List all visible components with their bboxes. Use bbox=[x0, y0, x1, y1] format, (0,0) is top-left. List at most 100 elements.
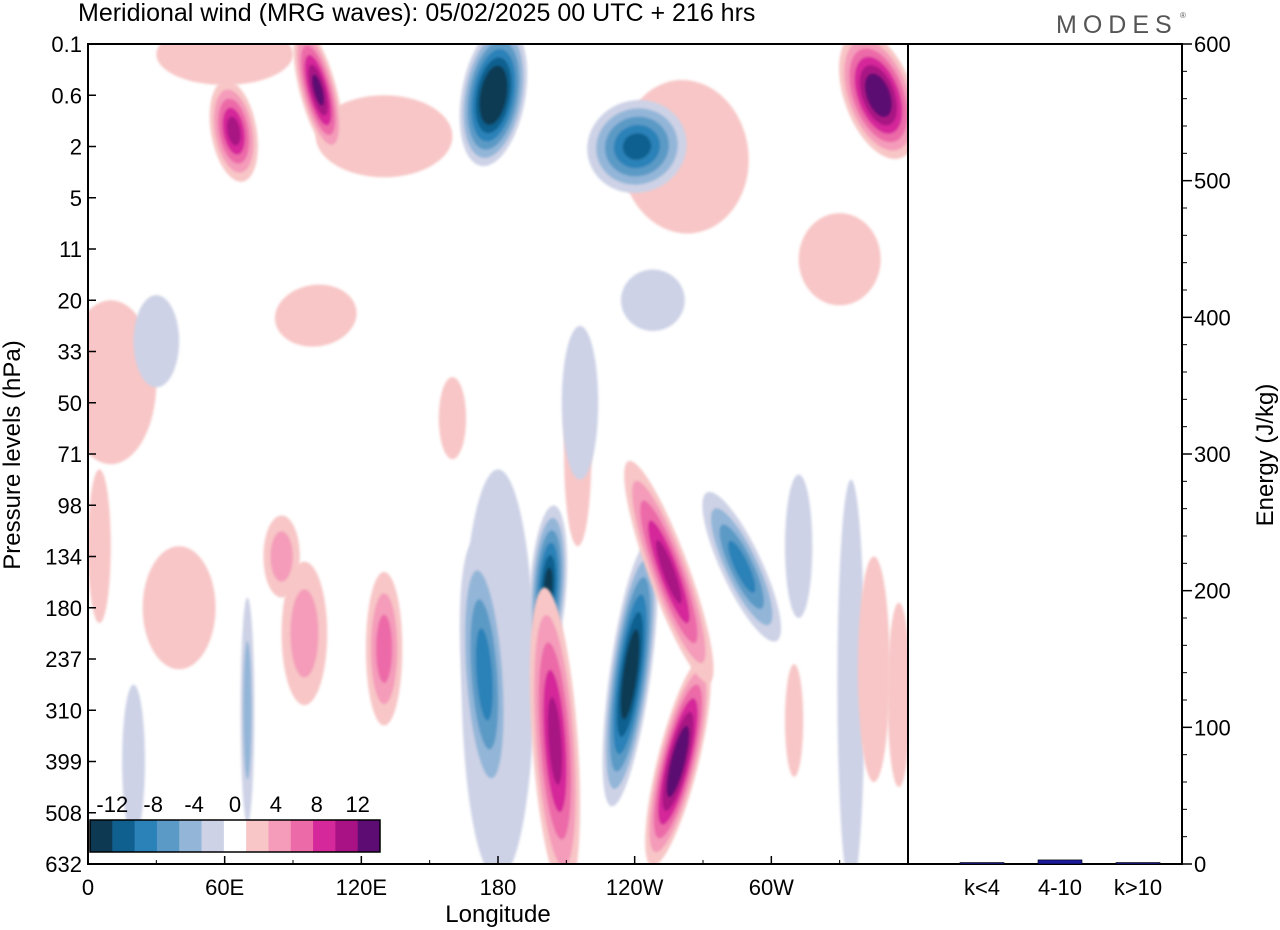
contour-feature bbox=[209, 80, 258, 182]
x-axis-title: Longitude bbox=[445, 901, 550, 928]
contour-feature bbox=[529, 587, 581, 864]
energy-axis-title: Energy (J/kg) bbox=[1252, 384, 1279, 527]
background-contour bbox=[621, 269, 685, 331]
colorbar: -12 -8 -4 0 4 8 12 bbox=[89, 792, 381, 853]
contour-band bbox=[837, 479, 865, 864]
background-contour bbox=[240, 597, 255, 823]
contour-band bbox=[487, 82, 500, 109]
background-contour bbox=[785, 474, 813, 618]
heatmap-contours bbox=[88, 44, 908, 864]
pressure-tick-label: 0.1 bbox=[51, 32, 82, 57]
colorbar-swatch bbox=[201, 820, 225, 852]
pressure-tick-label: 11 bbox=[59, 237, 82, 262]
pressure-tick-label: 50 bbox=[58, 391, 82, 416]
colorbar-swatch bbox=[90, 820, 113, 852]
background-contour bbox=[122, 684, 145, 839]
background-contour bbox=[156, 44, 293, 85]
energy-tick-label: 0 bbox=[1194, 852, 1206, 877]
energy-category-label: k<4 bbox=[964, 875, 1000, 900]
contour-band bbox=[622, 133, 652, 160]
contour-band bbox=[547, 697, 563, 785]
contour-band bbox=[621, 269, 685, 331]
contour-feature bbox=[602, 542, 658, 807]
background-contour bbox=[142, 546, 216, 670]
background-contour bbox=[438, 377, 467, 460]
pressure-tick-label: 399 bbox=[45, 750, 82, 775]
pressure-tick-label: 20 bbox=[58, 288, 82, 313]
longitude-tick-label: 0 bbox=[82, 875, 94, 900]
pressure-tick-label: 310 bbox=[45, 698, 82, 723]
energy-tick-label: 500 bbox=[1194, 169, 1231, 194]
colorbar-label: -4 bbox=[184, 792, 204, 817]
pressure-tick-label: 98 bbox=[58, 493, 82, 518]
contour-band bbox=[438, 377, 467, 460]
colorbar-swatch bbox=[134, 820, 158, 852]
pressure-tick-label: 180 bbox=[45, 596, 82, 621]
contour-band bbox=[376, 614, 393, 683]
logo-text: MODES bbox=[1056, 11, 1178, 39]
contour-band bbox=[624, 646, 636, 703]
colorbar-swatch bbox=[179, 820, 203, 852]
contour-band bbox=[671, 739, 685, 784]
contour-feature bbox=[624, 460, 714, 683]
background-contour bbox=[837, 479, 865, 864]
contour-band bbox=[728, 540, 756, 593]
colorbar-label: 8 bbox=[311, 792, 323, 817]
contour-band bbox=[857, 556, 890, 782]
contour-band bbox=[274, 284, 357, 347]
contour-band bbox=[156, 44, 293, 85]
contour-band bbox=[656, 540, 682, 604]
colorbar-label: 4 bbox=[270, 792, 282, 817]
contour-band bbox=[290, 589, 319, 678]
pressure-tick-label: 0.6 bbox=[51, 83, 82, 108]
heatmap-panel: 0.1 0.6 2 5 11 20 33 50 71 98 134 180 237 310 399 508 63… bbox=[0, 32, 909, 928]
energy-bar bbox=[959, 862, 1005, 865]
pressure-axis: 0.1 0.6 2 5 11 20 33 50 71 98 134 180 237 310 399 508 63… bbox=[45, 32, 96, 877]
longitude-tick-label: 120E bbox=[336, 875, 387, 900]
modes-logo: MODES ® bbox=[1056, 11, 1186, 39]
background-contour bbox=[365, 571, 403, 726]
contour-band bbox=[226, 116, 241, 146]
colorbar-swatch bbox=[223, 820, 247, 852]
colorbar-swatch bbox=[112, 820, 136, 852]
energy-tick-label: 600 bbox=[1194, 32, 1231, 57]
contour-band bbox=[133, 295, 180, 388]
contour-band bbox=[122, 684, 145, 839]
energy-tick-label: 200 bbox=[1194, 579, 1231, 604]
longitude-tick-label: 60E bbox=[205, 875, 244, 900]
background-contour bbox=[263, 515, 300, 598]
contour-band bbox=[561, 325, 599, 480]
background-contour bbox=[88, 469, 111, 624]
background-contour bbox=[315, 95, 453, 178]
pressure-tick-label: 71 bbox=[58, 442, 82, 467]
colorbar-label: -12 bbox=[96, 792, 128, 817]
y-axis-title: Pressure levels (hPa) bbox=[0, 340, 26, 569]
colorbar-swatch bbox=[335, 820, 359, 852]
energy-frame bbox=[907, 43, 1183, 865]
background-contour bbox=[561, 325, 599, 480]
contour-feature bbox=[645, 656, 711, 864]
pressure-tick-label: 2 bbox=[70, 135, 82, 160]
contour-band bbox=[887, 602, 908, 788]
contour-feature bbox=[587, 99, 687, 194]
contour-band bbox=[243, 640, 252, 780]
longitude-axis: 0 60E 120E 180 120W 60W bbox=[82, 856, 841, 900]
colorbar-swatch bbox=[246, 820, 269, 852]
background-contour bbox=[857, 556, 890, 782]
colorbar-label: -8 bbox=[143, 792, 163, 817]
background-contour bbox=[887, 602, 908, 788]
contour-band bbox=[315, 95, 453, 178]
colorbar-label: 0 bbox=[229, 792, 241, 817]
energy-axis: 0 100 200 300 400 500 600 bbox=[1182, 32, 1231, 877]
contour-feature bbox=[459, 44, 528, 167]
longitude-tick-label: 60W bbox=[749, 875, 794, 900]
background-contour bbox=[274, 284, 357, 347]
contour-band bbox=[312, 74, 325, 106]
background-contour bbox=[785, 664, 804, 777]
energy-panel: 0 100 200 300 400 500 600 k<4 4-10 k>10 Energy (… bbox=[907, 32, 1279, 900]
contour-feature bbox=[293, 44, 343, 155]
energy-category-label: k>10 bbox=[1114, 875, 1162, 900]
colorbar-frame bbox=[89, 819, 381, 853]
longitude-tick-label: 180 bbox=[480, 875, 517, 900]
background-contour bbox=[281, 561, 328, 706]
